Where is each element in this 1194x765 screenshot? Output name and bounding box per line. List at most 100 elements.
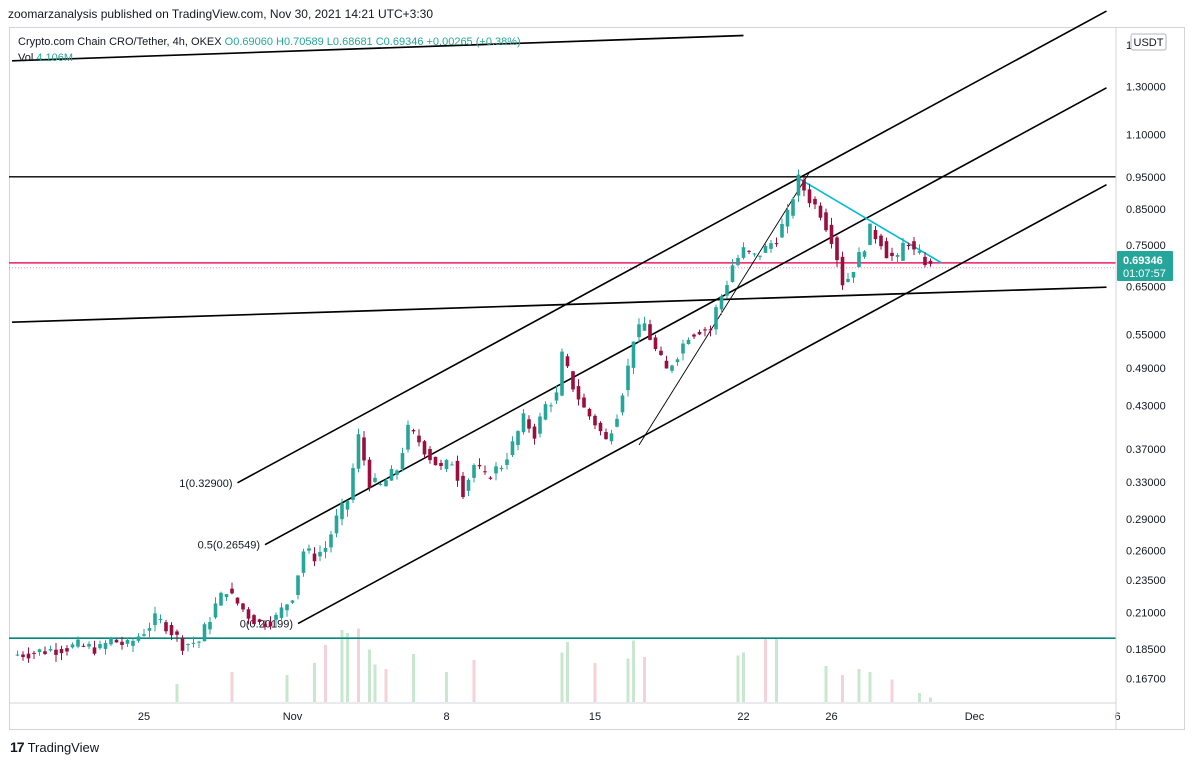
candle-body-34 bbox=[197, 641, 201, 643]
candle-body-25 bbox=[147, 628, 152, 631]
candle-body-6 bbox=[43, 651, 47, 654]
y-tick-7: 0.55000 bbox=[1126, 330, 1166, 342]
candle-body-115 bbox=[642, 323, 647, 331]
volume-bar-27 bbox=[868, 672, 872, 702]
currency-box[interactable]: USDT bbox=[1130, 33, 1167, 51]
candle-body-136 bbox=[758, 255, 762, 257]
candle-body-27 bbox=[158, 618, 163, 620]
candle-body-42 bbox=[241, 603, 245, 610]
candle-body-35 bbox=[202, 624, 207, 642]
volume-legend: Vol 4.106M bbox=[18, 52, 73, 64]
candle-body-12 bbox=[76, 639, 80, 647]
candle-body-135 bbox=[752, 253, 757, 255]
candle-body-162 bbox=[901, 242, 905, 261]
candle-body-57 bbox=[323, 547, 328, 552]
candle-body-164 bbox=[912, 241, 916, 250]
candle-body-4 bbox=[32, 652, 36, 654]
candle-body-157 bbox=[873, 230, 878, 240]
candle-body-40 bbox=[230, 588, 234, 594]
y-tick-12: 0.29000 bbox=[1126, 514, 1166, 526]
candle-body-17 bbox=[103, 643, 108, 649]
volume-layer bbox=[175, 628, 932, 702]
x-tick-6: Dec bbox=[965, 711, 985, 723]
y-tick-5: 0.75000 bbox=[1126, 240, 1166, 252]
candle-body-47 bbox=[268, 621, 273, 627]
candle-body-149 bbox=[829, 224, 834, 244]
candle-body-83 bbox=[466, 479, 471, 491]
candle-body-140 bbox=[780, 224, 784, 238]
candle-body-69 bbox=[389, 468, 394, 481]
y-tick-15: 0.21000 bbox=[1126, 607, 1166, 619]
currency-label: USDT bbox=[1134, 37, 1164, 49]
candle-body-7 bbox=[48, 648, 53, 651]
candle-body-49 bbox=[279, 607, 284, 618]
candle-body-133 bbox=[741, 247, 746, 258]
candle-body-53 bbox=[301, 551, 306, 573]
candle-body-106 bbox=[593, 415, 597, 426]
candle-body-134 bbox=[747, 250, 751, 252]
candle-body-101 bbox=[565, 356, 570, 367]
symbol-title[interactable]: Crypto.com Chain CRO/Tether, 4h, OKEX bbox=[18, 36, 222, 48]
trendline-upper-left bbox=[11, 34, 744, 62]
candle-body-10 bbox=[65, 648, 69, 652]
chart-pane[interactable] bbox=[9, 27, 1185, 730]
volume-bar-15 bbox=[566, 642, 569, 702]
fib-channel-layer: 0(0.20199)0.5(0.26549)1(0.32900) bbox=[11, 10, 1107, 631]
volume-bar-9 bbox=[373, 664, 377, 702]
candle-body-154 bbox=[857, 252, 861, 268]
x-tick-7: 6 bbox=[1114, 711, 1120, 723]
y-tick-9: 0.43000 bbox=[1126, 401, 1166, 413]
candle-body-100 bbox=[560, 351, 564, 396]
volume-bar-5 bbox=[340, 630, 344, 702]
volume-bar-8 bbox=[368, 649, 371, 702]
candle-body-124 bbox=[692, 334, 696, 337]
candle-body-13 bbox=[81, 645, 86, 647]
candle-body-142 bbox=[791, 199, 795, 216]
candle-body-43 bbox=[246, 609, 251, 619]
candle-body-141 bbox=[785, 209, 790, 227]
candle-body-41 bbox=[235, 597, 240, 604]
candle-body-1 bbox=[15, 654, 20, 656]
candle-body-128 bbox=[714, 307, 718, 330]
candle-body-123 bbox=[686, 339, 691, 345]
volume-bar-6 bbox=[346, 633, 349, 702]
candle-body-146 bbox=[813, 198, 817, 205]
candle-body-55 bbox=[312, 553, 317, 562]
candle-body-167 bbox=[928, 260, 933, 264]
candle-body-75 bbox=[422, 441, 427, 455]
candle-body-50 bbox=[285, 604, 289, 611]
fib-label-1: 0.5(0.26549) bbox=[198, 540, 260, 552]
countdown-value: 01:07:57 bbox=[1123, 268, 1166, 280]
candle-body-147 bbox=[818, 205, 823, 218]
candle-body-51 bbox=[290, 600, 295, 603]
volume-bar-20 bbox=[736, 655, 740, 702]
candle-body-155 bbox=[862, 251, 867, 257]
candle-body-70 bbox=[395, 470, 399, 475]
y-tick-1: 1.30000 bbox=[1126, 81, 1166, 93]
candle-body-91 bbox=[510, 441, 515, 455]
fib-line-0 bbox=[297, 183, 1107, 625]
y-tick-14: 0.23500 bbox=[1126, 575, 1166, 587]
candle-body-78 bbox=[439, 462, 443, 466]
candle-body-127 bbox=[708, 329, 713, 331]
y-tick-4: 0.85000 bbox=[1126, 204, 1166, 216]
y-tick-16: 0.18500 bbox=[1126, 644, 1166, 656]
candle-body-97 bbox=[543, 404, 548, 420]
candle-body-5 bbox=[37, 649, 42, 653]
candle-body-46 bbox=[263, 623, 267, 627]
candle-body-131 bbox=[730, 265, 735, 282]
candle-body-44 bbox=[252, 615, 256, 625]
candle-body-66 bbox=[373, 477, 377, 482]
volume-bar-11 bbox=[412, 654, 415, 702]
x-tick-3: 15 bbox=[589, 711, 601, 723]
candle-body-26 bbox=[153, 613, 157, 626]
candle-body-99 bbox=[554, 392, 559, 401]
candle-body-144 bbox=[802, 179, 806, 191]
candle-body-21 bbox=[125, 639, 130, 644]
candle-body-37 bbox=[213, 603, 218, 618]
candle-body-29 bbox=[169, 625, 174, 636]
candle-body-20 bbox=[120, 641, 124, 645]
chart-legend: Crypto.com Chain CRO/Tether, 4h, OKEX O0… bbox=[18, 36, 521, 48]
footer-brand[interactable]: 17 TradingView bbox=[10, 739, 99, 755]
